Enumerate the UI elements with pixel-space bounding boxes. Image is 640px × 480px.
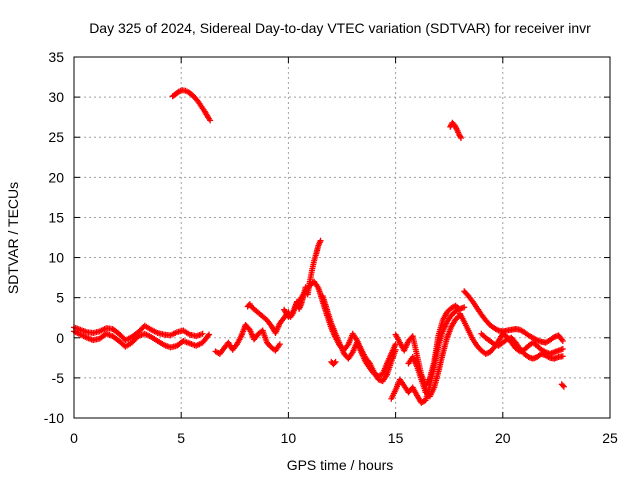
y-tick-label: 10 bbox=[48, 250, 64, 266]
series-track-j bbox=[405, 313, 462, 400]
x-tick-label: 15 bbox=[388, 430, 404, 446]
x-tick-label: 10 bbox=[281, 430, 297, 446]
data-point bbox=[560, 383, 567, 390]
series-track-e bbox=[281, 278, 398, 385]
series-isolated bbox=[558, 381, 566, 389]
data-point bbox=[461, 304, 468, 311]
axis-ticks bbox=[73, 56, 611, 419]
y-tick-label: 0 bbox=[56, 330, 64, 346]
data-point bbox=[457, 133, 464, 140]
x-tick-label: 0 bbox=[70, 430, 78, 446]
data-point bbox=[332, 358, 339, 365]
y-tick-label: -10 bbox=[44, 410, 64, 426]
y-tick-label: 25 bbox=[48, 129, 64, 145]
x-axis-label: GPS time / hours bbox=[287, 457, 394, 473]
x-tick-label: 20 bbox=[495, 430, 511, 446]
chart-title: Day 325 of 2024, Sidereal Day-to-day VTE… bbox=[89, 20, 591, 36]
data-point bbox=[559, 353, 566, 360]
x-tick-label: 5 bbox=[177, 430, 185, 446]
y-tick-label: 15 bbox=[48, 209, 64, 225]
y-tick-label: 30 bbox=[48, 89, 64, 105]
series-track-g bbox=[328, 358, 338, 368]
x-tick-label: 25 bbox=[602, 430, 618, 446]
series-track-b bbox=[71, 328, 211, 351]
data-point bbox=[276, 341, 283, 348]
plot-frame bbox=[73, 56, 611, 419]
data-point bbox=[457, 135, 464, 142]
y-tick-label: -5 bbox=[52, 370, 65, 386]
data-point bbox=[559, 382, 566, 389]
series-track-c bbox=[212, 321, 282, 357]
y-tick-label: 35 bbox=[48, 49, 64, 65]
data-point bbox=[206, 331, 213, 338]
series-high-arc-1 bbox=[169, 87, 213, 122]
data-point bbox=[317, 237, 324, 244]
data-points bbox=[71, 87, 567, 406]
y-tick-label: 20 bbox=[48, 169, 64, 185]
data-point bbox=[205, 332, 211, 339]
series-track-l bbox=[456, 310, 565, 357]
y-tick-label: 5 bbox=[56, 290, 64, 306]
tick-labels: 0 5 10 15 20 25 -10 -5 0 5 10 15 20 25 30 35 bbox=[44, 49, 618, 446]
y-axis-label: SDTVAR / TECUs bbox=[5, 182, 21, 294]
data-point bbox=[559, 337, 566, 344]
series-track-f bbox=[319, 293, 398, 380]
data-point bbox=[199, 330, 206, 337]
series-track-m bbox=[478, 330, 565, 362]
data-point bbox=[331, 360, 338, 367]
data-point bbox=[559, 346, 566, 353]
series-track-k bbox=[461, 288, 565, 346]
data-point bbox=[392, 341, 399, 348]
data-point bbox=[207, 117, 214, 124]
grid-lines bbox=[74, 57, 610, 418]
